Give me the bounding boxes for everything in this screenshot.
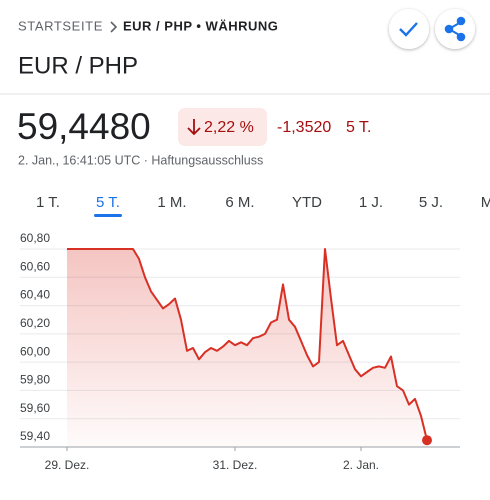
change-badge	[178, 108, 267, 146]
change-period: 5 T.	[346, 119, 372, 136]
change-abs: -1,3520	[277, 119, 331, 136]
x-tick-label: 2. Jan.	[343, 458, 379, 472]
breadcrumb-home[interactable]: STARTSEITE	[18, 18, 103, 33]
y-tick-label: 60,40	[20, 288, 50, 302]
page-title: EUR / PHP	[18, 52, 138, 79]
change-pct: 2,22 %	[204, 119, 254, 136]
x-tick-label: 29. Dez.	[45, 458, 90, 472]
price-line	[67, 248, 428, 441]
last-point	[422, 435, 432, 446]
check-icon	[399, 22, 418, 37]
range-tab[interactable]: 1 M.	[157, 194, 186, 211]
y-tick-label: 59,40	[20, 429, 50, 443]
y-tick-label: 59,80	[20, 373, 50, 387]
y-tick-label: 60,80	[20, 231, 50, 245]
range-tab[interactable]: 5 J.	[419, 194, 443, 211]
button-bg	[389, 9, 429, 49]
breadcrumb-current: EUR / PHP • WÄHRUNG	[123, 18, 278, 33]
range-tab[interactable]: 1 T.	[36, 194, 60, 211]
range-tab[interactable]: YTD	[292, 194, 322, 211]
down-arrow	[187, 119, 201, 136]
share-icon	[444, 16, 466, 42]
x-tick-label: 31. Dez.	[213, 458, 258, 472]
timestamp: 2. Jan., 16:41:05 UTC · Haftungsausschlu…	[18, 153, 263, 167]
range-tab[interactable]: 5 T.	[96, 194, 120, 211]
tab-underline	[94, 214, 122, 217]
y-tick-label: 59,60	[20, 401, 50, 415]
area-fill	[67, 249, 427, 447]
y-tick-label: 60,60	[20, 259, 50, 273]
follow-button[interactable]	[389, 9, 429, 49]
price: 59,4480	[17, 106, 151, 147]
y-tick-label: 60,20	[20, 316, 50, 330]
range-tab[interactable]: 1 J.	[359, 194, 383, 211]
button-bg	[435, 9, 475, 49]
share-button[interactable]	[435, 9, 475, 49]
range-tab[interactable]: 6 M.	[225, 194, 254, 211]
chevron	[110, 21, 118, 33]
range-tab[interactable]: M	[481, 194, 490, 211]
y-tick-label: 60,00	[20, 344, 50, 358]
